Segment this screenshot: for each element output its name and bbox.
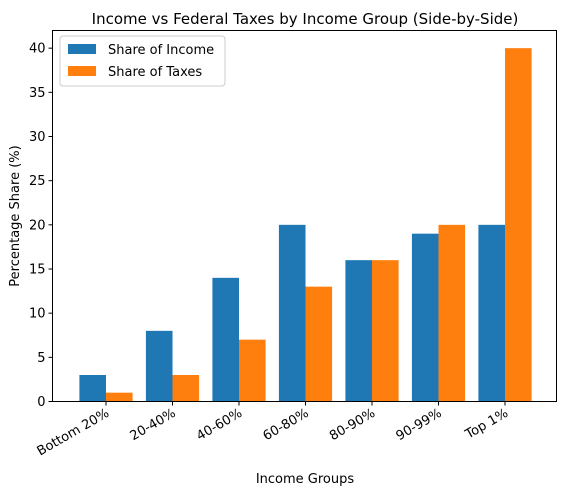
bar-income-5 <box>411 233 439 402</box>
legend-swatch-income <box>68 44 96 54</box>
bar-taxes-4 <box>372 260 399 402</box>
x-axis-label: Income Groups <box>256 472 355 487</box>
y-tick-label: 20 <box>29 218 46 233</box>
plot-frame <box>52 30 557 402</box>
bar-taxes-6 <box>505 48 532 402</box>
y-tick-label: 25 <box>29 174 46 189</box>
chart-title: Income vs Federal Taxes by Income Group … <box>92 10 519 28</box>
y-axis-label: Percentage Share (%) <box>8 145 23 286</box>
bar-taxes-1 <box>172 375 200 402</box>
y-tick-label: 30 <box>29 130 46 145</box>
bar-taxes-3 <box>305 286 333 402</box>
x-axis-ticks: Bottom 20% 20-40% 40-60% 60-80% 80-90% 90-99%… <box>35 401 511 459</box>
y-tick-label: 15 <box>29 263 46 278</box>
bar-income-1 <box>145 330 173 402</box>
bar-taxes-2 <box>239 339 266 402</box>
x-tick-label: 80-90% <box>327 406 378 444</box>
bar-income-0 <box>79 375 106 402</box>
legend-label-taxes: Share of Taxes <box>108 65 202 80</box>
y-tick-label: 40 <box>29 42 46 57</box>
bar-income-6 <box>478 224 505 402</box>
y-tick-label: 0 <box>37 395 45 410</box>
x-tick-label: 40-60% <box>194 406 245 444</box>
bars-group <box>79 48 532 402</box>
x-tick-label: Top 1% <box>462 406 511 443</box>
y-tick-label: 35 <box>29 86 46 101</box>
bar-taxes-0 <box>106 392 133 402</box>
legend: Share of Income Share of Taxes <box>59 35 226 87</box>
bar-income-3 <box>278 224 306 402</box>
x-tick-label: 60-80% <box>261 406 312 444</box>
legend-swatch-taxes <box>68 66 96 76</box>
x-tick-label: 90-99% <box>394 406 445 444</box>
x-tick-label: Bottom 20% <box>35 406 112 459</box>
y-axis-ticks: 0 5 10 15 20 25 30 35 40 <box>29 42 53 410</box>
bar-income-2 <box>212 277 239 402</box>
y-tick-label: 10 <box>29 307 46 322</box>
y-tick-label: 5 <box>37 351 45 366</box>
x-tick-label: 20-40% <box>128 406 179 444</box>
legend-box <box>59 35 226 87</box>
bar-income-4 <box>345 260 372 402</box>
bar-taxes-5 <box>438 224 466 402</box>
legend-label-income: Share of Income <box>108 43 214 58</box>
